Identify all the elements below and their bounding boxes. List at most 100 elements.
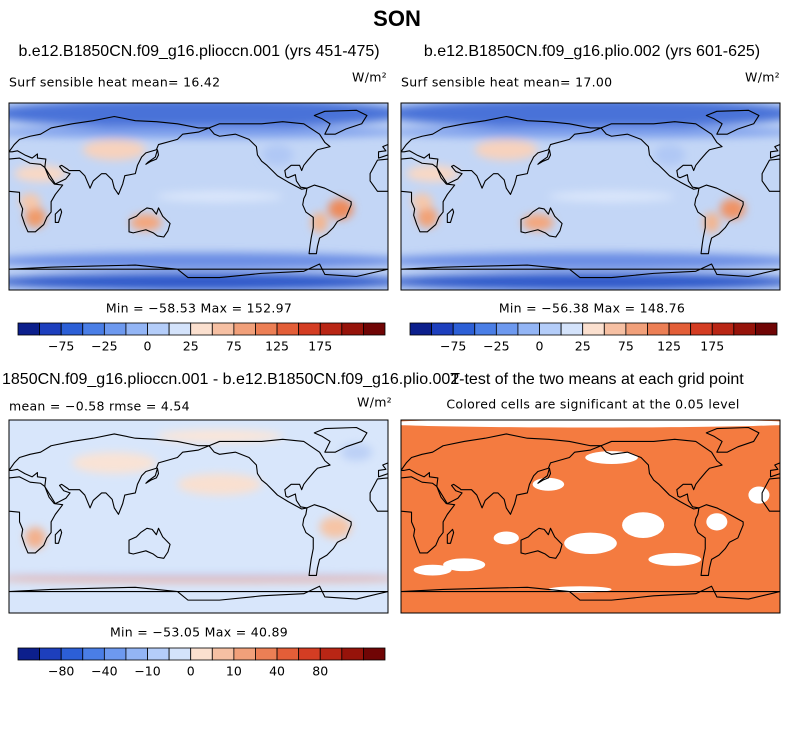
field-patch: [493, 531, 519, 545]
colorbar-box: [103, 322, 127, 336]
coastline: [401, 477, 455, 553]
field-patch: [748, 486, 770, 504]
coastline: [129, 208, 170, 237]
field-patch: [9, 573, 388, 578]
stats: Min = −53.05 Max = 40.89: [110, 625, 288, 640]
colorbar-box: [82, 322, 105, 336]
field-patch: [319, 516, 352, 538]
colorbar-box: [190, 647, 213, 661]
coastline: [521, 208, 562, 237]
field-patch: [703, 212, 720, 233]
map: [401, 420, 780, 613]
field-patches: [9, 103, 388, 290]
colorbar-box: [409, 322, 432, 336]
colorbar-box: [363, 322, 386, 336]
map: [401, 103, 780, 290]
colorbar-box: [255, 322, 278, 336]
field-patch: [9, 252, 388, 270]
field-patch: [9, 103, 388, 128]
colorbar-box: [452, 322, 476, 336]
field-patch: [411, 193, 433, 211]
colorbar-label: −75: [440, 339, 466, 354]
colorbar-box: [60, 647, 84, 661]
coastline: [55, 529, 61, 543]
field-patch: [14, 165, 67, 182]
field-patches: [9, 429, 388, 582]
field-patch: [648, 552, 702, 566]
field-patch: [340, 443, 373, 461]
coastline: [401, 434, 601, 514]
colorbar-box: [755, 322, 778, 336]
coastline: [601, 122, 722, 190]
field-patch: [82, 139, 146, 161]
colorbar-box: [560, 322, 584, 336]
panel: b.e12.B1850CN.f09_g16.plio.002 (yrs 601-…: [400, 43, 781, 354]
map-frame: [400, 102, 781, 291]
panel: 1850CN.f09_g16.plioccn.001 - b.e12.B1850…: [2, 371, 459, 679]
map-field: [9, 420, 388, 613]
colorbar-box: [363, 647, 386, 661]
units: W/m²: [745, 70, 780, 85]
map: [9, 420, 388, 613]
field-patch: [156, 429, 283, 443]
colorbar-box: [582, 322, 605, 336]
colorbar-label: 0: [187, 664, 195, 679]
coastline: [601, 439, 722, 509]
coastline: [9, 434, 209, 514]
colorbar-label: 0: [144, 339, 152, 354]
coastline: [146, 150, 159, 165]
field-patch: [706, 513, 728, 531]
colorbar-box: [517, 322, 540, 336]
colorbar-box: [603, 322, 627, 336]
field-patches: [401, 103, 780, 290]
colorbar-label: 125: [657, 339, 681, 354]
colorbar-box: [690, 322, 713, 336]
colorbar-box: [319, 647, 343, 661]
map: [9, 103, 388, 290]
panel-label: Surf sensible heat mean= 16.42: [9, 75, 220, 90]
coastline: [401, 117, 601, 195]
panel-title: b.e12.B1850CN.f09_g16.plioccn.001 (yrs 4…: [18, 43, 379, 60]
colorbar-label: −25: [91, 339, 117, 354]
colorbar-label: −75: [48, 339, 74, 354]
panel-label: Colored cells are significant at the 0.0…: [446, 397, 739, 412]
field-patch: [564, 532, 617, 555]
colorbar-box: [168, 322, 192, 336]
colorbar-label: 75: [226, 339, 242, 354]
colorbar-box: [17, 647, 40, 661]
coastline: [314, 428, 367, 453]
colorbar-label: 175: [308, 339, 332, 354]
map-geo: [401, 420, 780, 600]
colorbar-box: [341, 322, 364, 336]
colorbar-box: [625, 322, 648, 336]
colorbar-box: [431, 322, 454, 336]
coastline: [706, 110, 759, 134]
coastline: [401, 586, 780, 600]
coastline: [447, 209, 453, 223]
colorbar-box: [147, 647, 170, 661]
colorbar-label: 40: [269, 664, 285, 679]
coastline: [9, 158, 63, 232]
field-patch: [401, 103, 780, 128]
figure-title: SON: [373, 6, 421, 31]
colorbar-label: 25: [575, 339, 591, 354]
colorbar-label: 10: [226, 664, 242, 679]
stats: Min = −56.38 Max = 148.76: [499, 301, 685, 316]
units: W/m²: [357, 395, 392, 410]
colorbar-box: [495, 322, 519, 336]
field-patch: [443, 558, 486, 572]
coastline: [401, 158, 455, 232]
field-patch: [522, 214, 554, 231]
field-patch: [156, 191, 283, 202]
colorbar-box: [211, 647, 235, 661]
colorbar-box: [647, 322, 670, 336]
colorbar-box: [125, 647, 148, 661]
field-patch: [413, 564, 452, 576]
map-frame: [8, 102, 389, 291]
coastline: [55, 209, 61, 223]
colorbar-label: 125: [265, 339, 289, 354]
colorbar-label: 175: [700, 339, 724, 354]
map-frame: [8, 419, 389, 614]
field-patch: [416, 206, 438, 228]
